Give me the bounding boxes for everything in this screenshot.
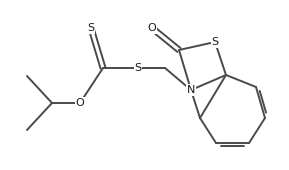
Text: N: N [187,85,195,95]
Text: S: S [134,63,142,73]
Text: O: O [148,23,156,33]
Text: O: O [76,98,84,108]
Text: S: S [212,37,218,47]
Text: S: S [88,23,95,33]
